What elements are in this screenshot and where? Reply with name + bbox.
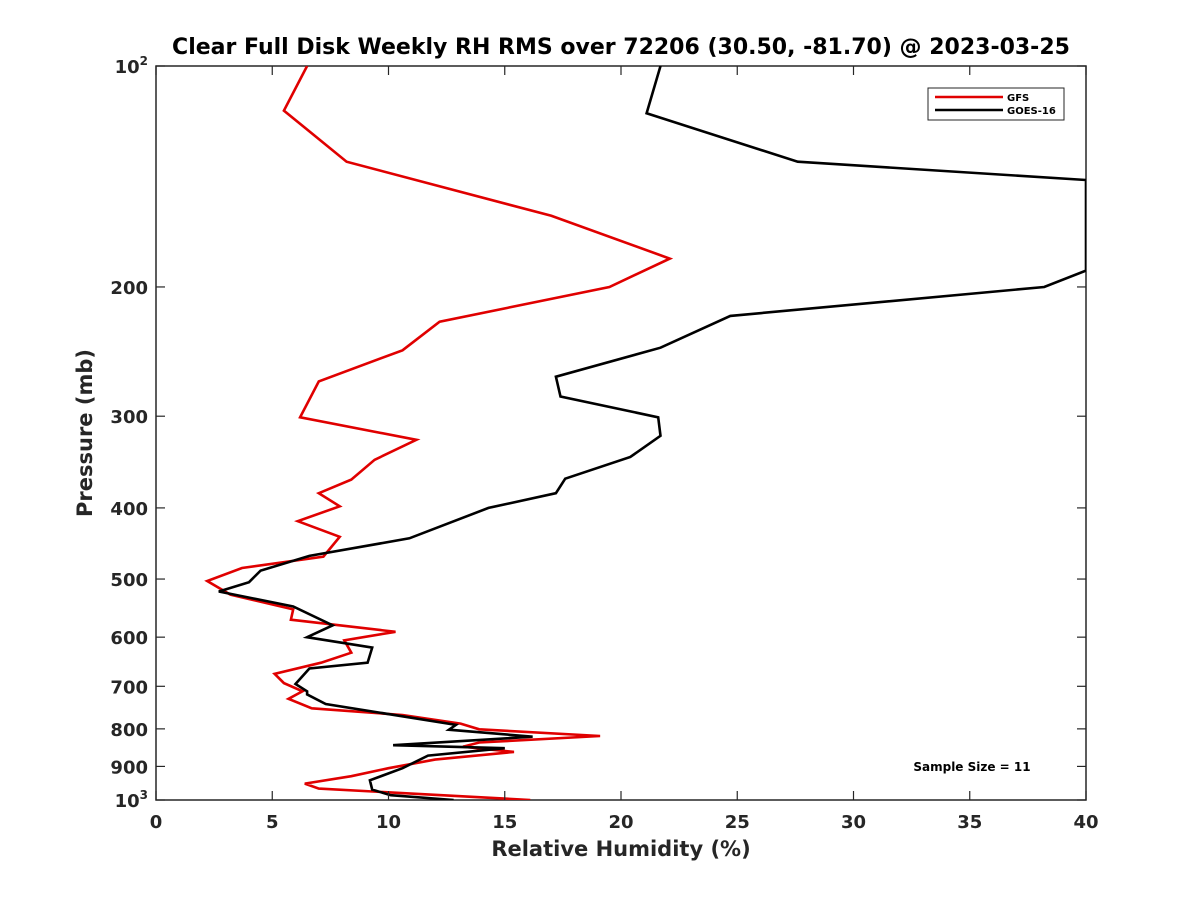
- legend-label-goes16: GOES-16: [1007, 106, 1056, 117]
- x-tick-label: 10: [376, 812, 401, 833]
- y-tick-label: 400: [110, 499, 148, 520]
- y-tick-label: 600: [110, 628, 148, 649]
- x-axis-label: Relative Humidity (%): [491, 837, 750, 861]
- sample-size-annotation: Sample Size = 11: [913, 760, 1030, 774]
- series-line-goes16: [218, 66, 1086, 800]
- series-line-gfs: [204, 66, 674, 800]
- chart-title: Clear Full Disk Weekly RH RMS over 72206…: [172, 35, 1070, 60]
- plot-area: [155, 65, 1087, 801]
- x-tick-label: 40: [1073, 812, 1098, 833]
- x-axis: 0 5 10 15 20 25 30 35 40: [150, 66, 1099, 833]
- legend: GFS GOES-16: [927, 87, 1065, 121]
- x-tick-label: 35: [957, 812, 982, 833]
- x-tick-label: 15: [492, 812, 517, 833]
- x-tick-label: 0: [150, 812, 163, 833]
- y-tick-label: 500: [110, 570, 148, 591]
- y-axis-label: Pressure (mb): [73, 349, 97, 517]
- series-layer: [204, 66, 1086, 800]
- x-tick-label: 25: [725, 812, 750, 833]
- y-axis: 200 300 400 500 600 700 800 900 102 103: [110, 54, 1086, 812]
- x-tick-label: 5: [266, 812, 279, 833]
- y-tick-label: 300: [110, 407, 148, 428]
- y-tick-label-power: 103: [115, 788, 148, 812]
- y-tick-label: 200: [110, 278, 148, 299]
- legend-box: [927, 87, 1065, 121]
- x-tick-label: 30: [841, 812, 866, 833]
- plot-frame: [155, 65, 1087, 801]
- y-tick-label: 700: [110, 677, 148, 698]
- legend-label-gfs: GFS: [1007, 93, 1029, 104]
- x-tick-label: 20: [608, 812, 633, 833]
- y-tick-label-power: 102: [115, 54, 148, 78]
- y-tick-label: 800: [110, 720, 148, 741]
- y-tick-label: 900: [110, 757, 148, 778]
